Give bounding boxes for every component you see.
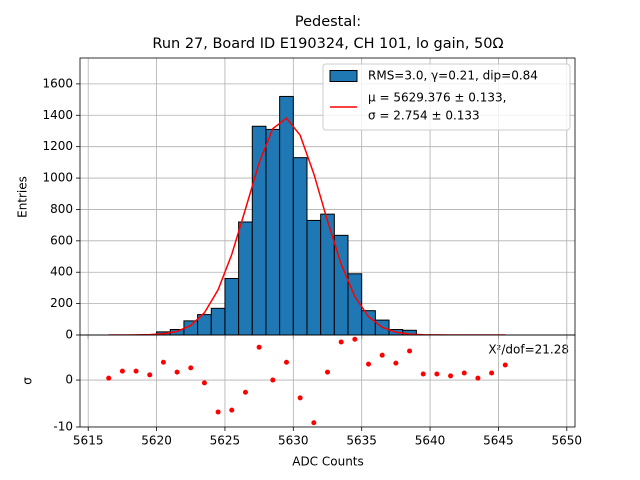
y-axis-label: Entries <box>16 176 30 218</box>
bar <box>306 219 322 335</box>
residual-point <box>366 361 372 367</box>
legend-swatch <box>329 70 358 82</box>
annotation: X²/dof=21.28 <box>488 343 569 357</box>
y-tick-label: 1200 <box>42 139 73 153</box>
residual-point <box>352 336 358 342</box>
residual-point <box>283 359 289 365</box>
legend-box <box>322 63 571 131</box>
y-tick-label: 800 <box>50 202 73 216</box>
x-tick-label: 5635 <box>346 434 377 448</box>
residual-point <box>502 362 508 368</box>
residual-point <box>461 370 467 376</box>
residual-point <box>448 373 454 379</box>
y-tick-label: 600 <box>50 233 73 247</box>
y-tick-label: 1600 <box>42 76 73 90</box>
residual-point <box>434 371 440 377</box>
legend-label: μ = 5629.376 ± 0.133, <box>368 91 506 105</box>
residual-point <box>160 359 166 365</box>
y-tick-label: 400 <box>50 265 73 279</box>
residual-point <box>256 344 262 350</box>
legend-label: σ = 2.754 ± 0.133 <box>368 109 480 123</box>
bar <box>279 95 294 335</box>
residual-point <box>201 380 207 386</box>
bar <box>224 278 240 335</box>
residual-point <box>188 365 194 371</box>
y-axis-label: σ <box>21 377 35 385</box>
residual-point <box>311 420 317 426</box>
x-tick-label: 5645 <box>483 434 514 448</box>
bar <box>251 125 267 335</box>
y-tick-label: 200 <box>50 296 73 310</box>
residual-point <box>106 375 112 381</box>
x-axis-label: ADC Counts <box>292 455 364 469</box>
residual-point <box>393 360 399 366</box>
x-tick-label: 5640 <box>415 434 446 448</box>
chart-subtitle: Run 27, Board ID E190324, CH 101, lo gai… <box>152 36 503 52</box>
x-tick-label: 5620 <box>141 434 172 448</box>
y-tick-label: 1000 <box>42 171 73 185</box>
x-tick-label: 5625 <box>210 434 241 448</box>
plot-area <box>80 335 575 427</box>
y-tick-label: 0 <box>65 328 73 342</box>
residual-point <box>420 371 426 377</box>
x-tick-label: 5630 <box>278 434 309 448</box>
x-tick-label: 5615 <box>73 434 104 448</box>
residual-point <box>338 339 344 345</box>
residual-point <box>379 352 385 358</box>
bar <box>210 307 226 335</box>
legend-label: RMS=3.0, γ=0.21, dip=0.84 <box>368 69 538 83</box>
chart-title: Pedestal: <box>295 14 361 30</box>
residual-point <box>475 375 481 381</box>
residual-point <box>119 368 125 374</box>
residual-point <box>297 395 303 401</box>
y-tick-label: -10 <box>53 420 73 434</box>
axes-frame <box>79 334 576 428</box>
bar <box>238 221 253 335</box>
bar <box>292 157 308 335</box>
y-tick-label: 1400 <box>42 108 73 122</box>
bar <box>265 128 281 335</box>
residual-point <box>489 370 495 376</box>
residual-point <box>215 409 221 415</box>
residual-point <box>229 407 235 413</box>
bar <box>320 213 335 335</box>
y-tick-label: 0 <box>65 373 73 387</box>
x-tick-label: 5650 <box>552 434 583 448</box>
residual-point <box>174 369 180 375</box>
residual-point <box>133 368 139 374</box>
residual-point <box>242 389 248 395</box>
residual-point <box>325 369 330 375</box>
bar <box>361 310 376 335</box>
plot-area <box>80 58 575 335</box>
residual-point <box>147 372 153 378</box>
residual-point <box>407 348 413 354</box>
residual-point <box>270 377 276 383</box>
